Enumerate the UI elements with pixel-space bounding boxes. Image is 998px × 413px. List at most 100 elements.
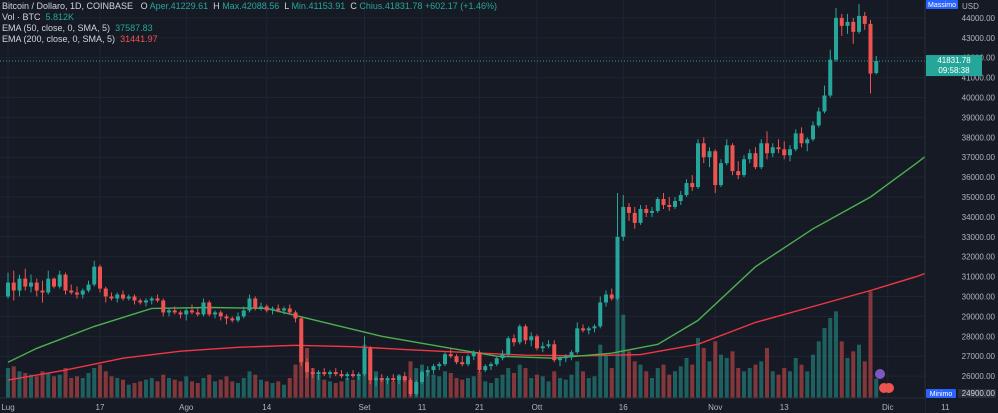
- volume-bar: [765, 348, 769, 398]
- volume-bar: [207, 374, 212, 398]
- volume-bar: [558, 378, 562, 398]
- candle-body: [230, 318, 235, 321]
- candle-body: [724, 145, 729, 164]
- volume-bar: [638, 364, 643, 398]
- candle-body: [425, 370, 430, 373]
- volume-bar: [333, 383, 338, 398]
- volume-bar: [236, 383, 240, 398]
- y-tick-label: 39000.00: [962, 113, 996, 122]
- candle-body: [834, 17, 838, 60]
- volume-bar: [684, 358, 689, 398]
- y-tick-label: 31000.00: [962, 273, 996, 282]
- candle-body: [264, 306, 269, 311]
- min-value-box: [958, 389, 996, 398]
- candle-body: [776, 147, 781, 150]
- volume-bar: [799, 364, 804, 398]
- candle-body: [52, 278, 56, 287]
- candle-body: [443, 354, 447, 365]
- min-value-label: 24900.00: [962, 389, 996, 398]
- volume-bar: [425, 371, 430, 398]
- x-tick-label: Set: [358, 403, 371, 412]
- volume-bar: [598, 344, 603, 398]
- volume-bar: [149, 378, 154, 398]
- volume-bar: [282, 384, 286, 398]
- candle-body: [287, 308, 292, 313]
- candle-body: [144, 300, 148, 303]
- volume-bar: [161, 374, 166, 398]
- candle-body: [822, 95, 827, 112]
- volume-bar: [851, 351, 856, 398]
- candle-body: [523, 326, 528, 341]
- candle-body: [253, 298, 258, 309]
- candle-body: [471, 352, 476, 357]
- volume-bar: [345, 378, 350, 398]
- candle-body: [236, 316, 240, 321]
- volume-bar: [782, 368, 787, 398]
- x-tick-label: Dic: [882, 403, 894, 412]
- candle-body: [431, 366, 436, 371]
- candle-body: [224, 316, 229, 319]
- volume-bar: [822, 328, 827, 398]
- volume-bar: [443, 371, 447, 398]
- volume-bar: [454, 378, 459, 398]
- candle-body: [75, 292, 79, 295]
- candle-body: [586, 328, 591, 331]
- y-tick-label: 33000.00: [962, 233, 996, 242]
- volume-bar: [98, 364, 102, 398]
- volume-bar: [845, 358, 850, 398]
- candle-body: [765, 143, 769, 154]
- candle-body: [828, 59, 833, 96]
- candle-body: [6, 282, 10, 297]
- candle-body: [770, 147, 775, 154]
- y-tick-label: 43000.00: [962, 34, 996, 43]
- volume-bar: [868, 291, 873, 398]
- volume-bar: [460, 379, 465, 398]
- volume-bar: [523, 368, 528, 398]
- candle-body: [69, 290, 74, 293]
- ema200-line: [7, 267, 940, 381]
- candle-body: [448, 354, 453, 357]
- candle-body: [793, 133, 798, 150]
- legend: Bitcoin / Dollaro, 1D, COINBASE O Aper.4…: [2, 1, 497, 45]
- candle-body: [195, 312, 200, 315]
- volume-bar: [839, 341, 844, 398]
- candle-body: [868, 23, 873, 74]
- candle-body: [80, 290, 85, 295]
- candle-body: [701, 143, 706, 158]
- y-tick-label: 30000.00: [962, 293, 996, 302]
- x-tick-label: Lug: [1, 403, 14, 412]
- candle-body: [339, 374, 344, 377]
- volume-bar: [276, 381, 281, 398]
- volume-bar: [69, 378, 74, 398]
- legend-close: Chius.41831.78: [359, 1, 423, 11]
- candle-body: [811, 125, 815, 140]
- volume-bar: [195, 383, 200, 398]
- candle-body: [707, 151, 712, 158]
- legend-ema200: EMA (200, close, 0, SMA, 5) 31441.97: [2, 34, 497, 45]
- last-price-label: 41831.78: [937, 56, 971, 65]
- volume-bar: [322, 379, 327, 398]
- volume-bar: [328, 381, 332, 398]
- candle-body: [621, 206, 626, 237]
- y-tick-label: 29000.00: [962, 312, 996, 321]
- candle-body: [644, 208, 649, 213]
- candle-body: [356, 374, 361, 377]
- volume-bar: [483, 381, 488, 398]
- volume-bar: [172, 379, 177, 398]
- y-tick-label: 32000.00: [962, 253, 996, 262]
- legend-vol-value: 5.812K: [45, 12, 75, 22]
- volume-bar: [52, 376, 56, 398]
- legend-title: Bitcoin / Dollaro, 1D, COINBASE: [2, 1, 134, 11]
- volume-bar: [811, 354, 815, 398]
- candle-body: [517, 326, 522, 343]
- candle-body: [155, 298, 160, 301]
- legend-ema50: EMA (50, close, 0, SMA, 5) 37587.83: [2, 23, 497, 34]
- volume-bar: [604, 354, 608, 398]
- volume-bar: [730, 351, 735, 398]
- volume-bar: [356, 376, 361, 398]
- volume-bar: [184, 376, 189, 398]
- candle-body: [730, 145, 735, 172]
- volume-bar: [788, 371, 792, 398]
